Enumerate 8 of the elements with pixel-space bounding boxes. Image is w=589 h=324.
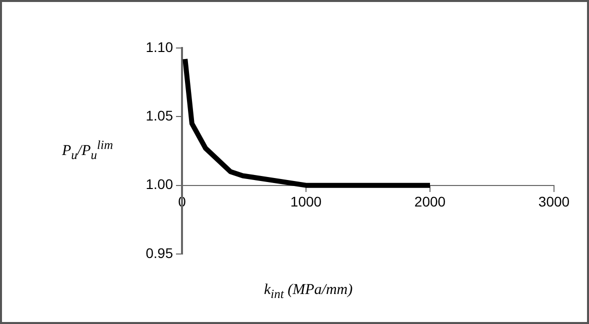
y-tick-label: 1.10 [146,38,174,55]
y-tick-label: 1.05 [146,108,174,124]
x-tick-label: 1000 [290,194,322,210]
x-tick-label: 3000 [538,194,570,210]
y-tick-label: 0.95 [146,244,174,261]
x-axis-title: k$_{int}$ (MPa/mm) [264,282,353,302]
x-tick-label: 2000 [414,194,446,210]
y-tick-label: 1.00 [146,176,174,192]
